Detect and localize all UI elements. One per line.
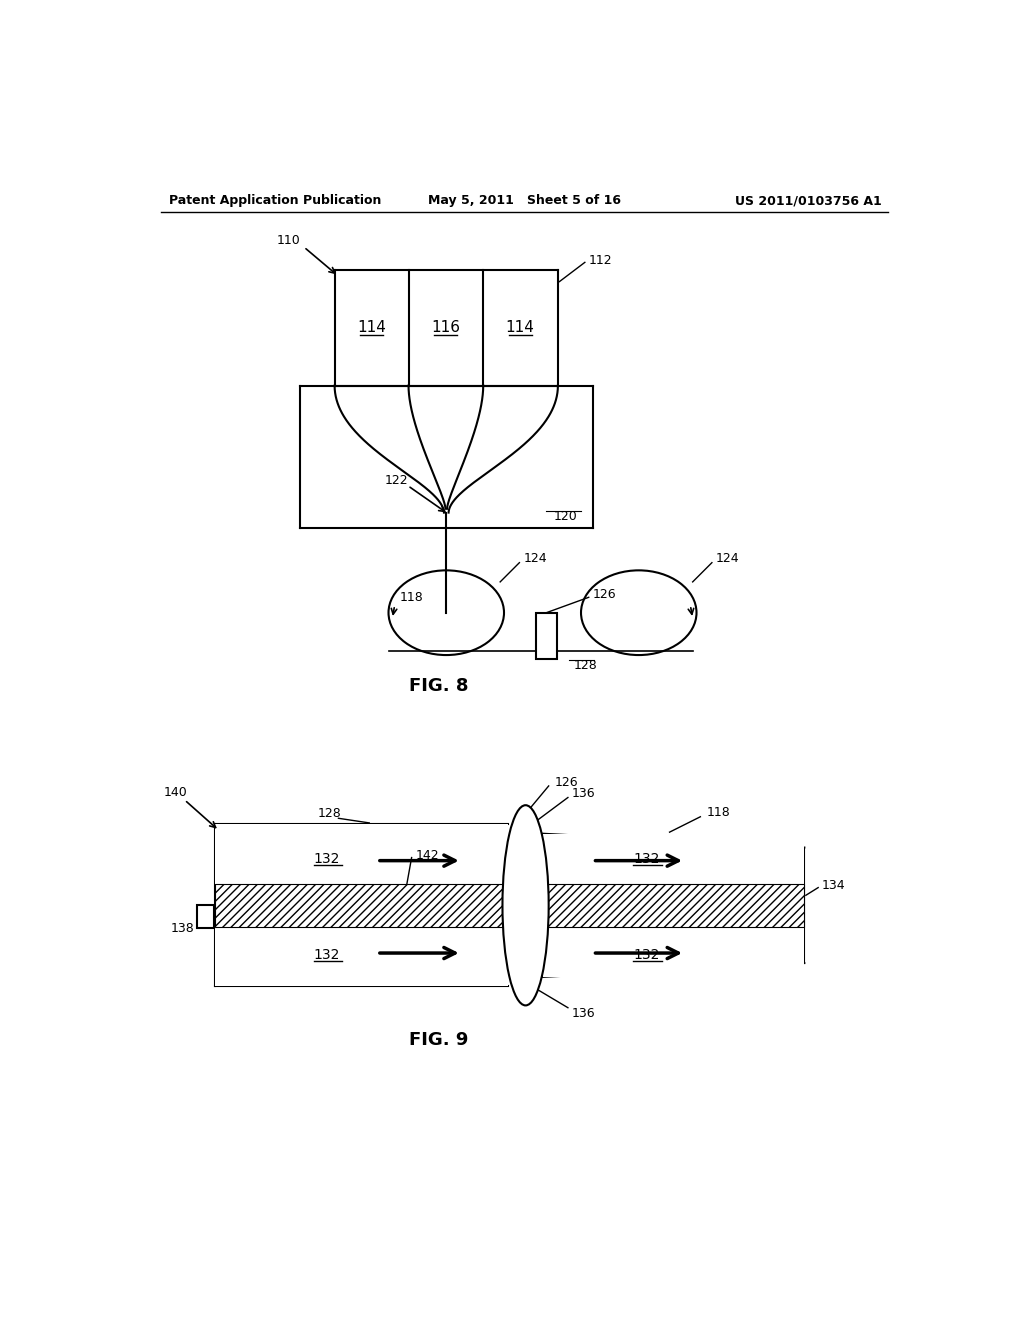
- Text: 126: 126: [593, 587, 616, 601]
- Text: 114: 114: [506, 321, 535, 335]
- Text: 120: 120: [554, 510, 578, 523]
- Bar: [543, 927, 804, 977]
- Text: 140: 140: [164, 785, 187, 799]
- Bar: [197, 906, 214, 928]
- Ellipse shape: [503, 805, 549, 1006]
- Bar: [536, 612, 557, 659]
- Bar: [215, 884, 508, 927]
- Text: 132: 132: [633, 853, 659, 866]
- Text: 124: 124: [716, 552, 739, 565]
- Text: May 5, 2011   Sheet 5 of 16: May 5, 2011 Sheet 5 of 16: [428, 194, 622, 207]
- Text: Patent Application Publication: Patent Application Publication: [169, 194, 381, 207]
- Text: 126: 126: [555, 776, 579, 788]
- Text: 136: 136: [571, 1007, 595, 1019]
- Text: FIG. 9: FIG. 9: [409, 1031, 468, 1049]
- Text: FIG. 8: FIG. 8: [409, 677, 468, 694]
- Bar: [215, 825, 508, 884]
- Text: 142: 142: [416, 849, 439, 862]
- Text: 118: 118: [707, 805, 730, 818]
- Text: 110: 110: [276, 234, 300, 247]
- Text: 128: 128: [573, 659, 597, 672]
- Bar: [543, 884, 804, 927]
- Text: 136: 136: [571, 787, 595, 800]
- Text: 132: 132: [313, 853, 340, 866]
- Text: 132: 132: [633, 948, 659, 962]
- Text: 122: 122: [384, 474, 408, 487]
- Text: 116: 116: [431, 321, 460, 335]
- Text: 124: 124: [523, 552, 547, 565]
- Text: 132: 132: [313, 948, 340, 962]
- Bar: [543, 834, 804, 884]
- Bar: [215, 927, 508, 986]
- Text: US 2011/0103756 A1: US 2011/0103756 A1: [734, 194, 882, 207]
- Text: 114: 114: [357, 321, 386, 335]
- Text: 138: 138: [171, 921, 195, 935]
- Text: 118: 118: [399, 591, 424, 603]
- Text: 128: 128: [317, 807, 341, 820]
- Text: 112: 112: [589, 255, 612, 268]
- Text: 134: 134: [821, 879, 845, 892]
